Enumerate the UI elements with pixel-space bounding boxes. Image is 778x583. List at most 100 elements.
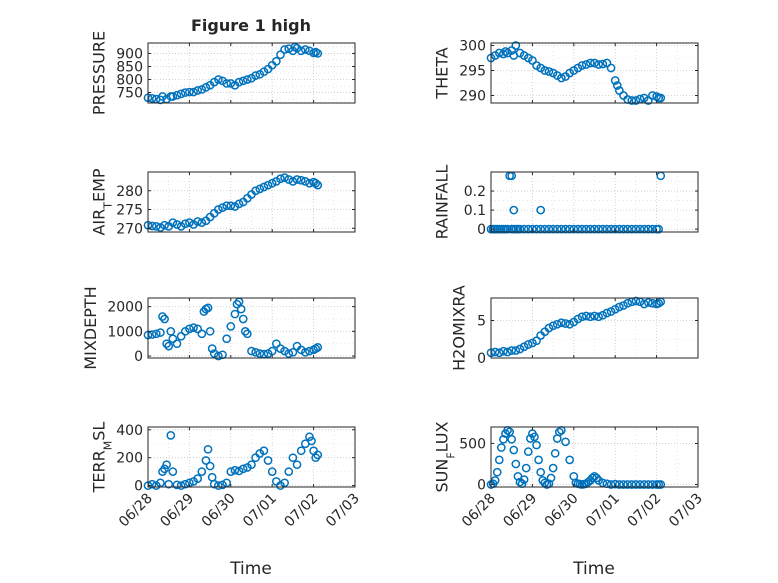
data-point [610, 304, 620, 314]
axes-box [490, 171, 699, 233]
data-point [197, 85, 207, 94]
axes-box [490, 426, 699, 488]
y-tick-label: 0 [477, 222, 486, 238]
data-point [594, 60, 603, 69]
data-point [554, 427, 564, 437]
data-point [147, 479, 157, 489]
data-point [643, 298, 653, 307]
data-point [276, 50, 285, 60]
y-tick-label: 800 [116, 73, 143, 89]
y-axis-label: THETA [433, 47, 452, 99]
data-point [606, 307, 616, 316]
y-tick-label: 0 [134, 479, 143, 495]
data-point [540, 478, 550, 488]
data-point [209, 479, 219, 489]
data-point [536, 205, 546, 215]
data-point [619, 224, 628, 234]
data-point [548, 224, 558, 234]
figure-title: Figure 1 high [191, 16, 311, 35]
data-point [238, 314, 248, 324]
y-axis-label: MIXDEPTH [81, 286, 100, 369]
data-point [305, 46, 314, 56]
y-axis-label: H2OMIXRA [450, 285, 469, 371]
data-point [222, 79, 232, 88]
data-point [147, 93, 157, 103]
data-point [296, 446, 306, 456]
data-point [189, 323, 198, 332]
data-point [203, 444, 213, 454]
y-tick-label: 0.1 [464, 203, 486, 219]
data-point [251, 71, 260, 80]
data-point [590, 224, 599, 234]
data-point [619, 301, 628, 310]
data-point [160, 464, 169, 474]
data-point [492, 467, 502, 477]
data-point [530, 432, 539, 442]
data-point [627, 224, 637, 234]
data-point [557, 73, 566, 83]
data-point [280, 173, 289, 182]
data-point [598, 310, 608, 320]
data-point [238, 464, 248, 474]
data-point [577, 312, 587, 322]
data-point [280, 45, 289, 54]
y-axis-label: PRESSURE [90, 31, 109, 115]
data-point [292, 175, 302, 184]
y-tick-label: 275 [116, 203, 143, 219]
axes-background [491, 43, 698, 103]
data-point [523, 340, 533, 349]
data-point [577, 61, 587, 70]
data-point [569, 224, 579, 234]
data-point [594, 224, 603, 234]
data-point [501, 47, 510, 56]
data-point [247, 460, 256, 470]
axes-box [490, 297, 699, 359]
data-point [267, 467, 277, 477]
subplot-6: 0 5 H2OMIXRA [450, 285, 699, 371]
axes-box [490, 42, 699, 104]
data-point [205, 461, 215, 471]
data-point [614, 224, 624, 234]
data-point [197, 329, 207, 339]
data-point [197, 218, 207, 227]
data-point [284, 175, 294, 184]
data-point [586, 224, 595, 234]
data-point [525, 434, 535, 443]
y-tick-label: 0 [134, 349, 143, 365]
y-tick-label: 500 [459, 436, 486, 452]
data-point [528, 224, 537, 234]
data-point [271, 56, 281, 66]
data-point [222, 478, 232, 488]
data-point [623, 224, 632, 234]
data-point [598, 478, 608, 488]
data-point [544, 224, 554, 234]
y-tick-label: 270 [116, 221, 143, 237]
data-point [230, 309, 240, 319]
data-point [565, 319, 575, 329]
data-point [288, 177, 298, 186]
data-point [606, 63, 616, 73]
y-axis-label: SUNFLUX [433, 421, 458, 492]
data-point [610, 224, 620, 234]
data-point [166, 431, 176, 440]
axes-box [147, 42, 356, 104]
data-point [515, 224, 525, 234]
data-point [172, 480, 182, 490]
data-point [499, 346, 508, 356]
data-point [507, 434, 517, 444]
data-point [284, 349, 294, 358]
data-point [548, 463, 558, 473]
data-point [586, 58, 595, 68]
data-point [565, 224, 575, 234]
data-point [561, 319, 570, 328]
y-tick-label: 2000 [107, 300, 143, 316]
data-point [263, 456, 273, 465]
data-point [648, 480, 657, 489]
data-point [511, 41, 521, 50]
data-point [162, 460, 171, 470]
data-point [536, 467, 546, 477]
data-point [307, 436, 316, 446]
data-point [284, 467, 294, 477]
data-point [189, 87, 198, 97]
data-point [296, 46, 306, 56]
